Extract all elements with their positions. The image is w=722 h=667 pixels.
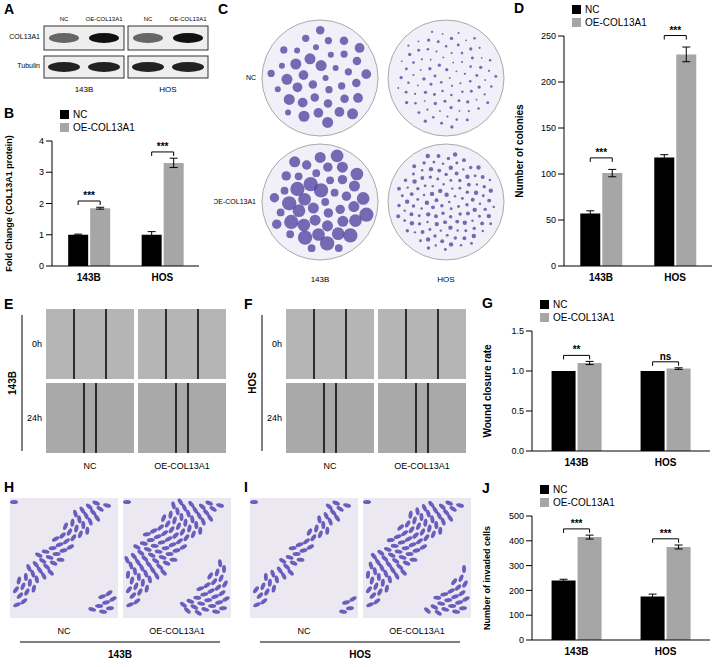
svg-text:100: 100 — [541, 169, 556, 179]
svg-text:300: 300 — [509, 561, 524, 571]
svg-text:143B: 143B — [565, 646, 589, 657]
svg-text:COL13A1: COL13A1 — [9, 33, 40, 40]
svg-text:NC: NC — [246, 74, 256, 81]
svg-text:24h: 24h — [267, 413, 282, 423]
svg-text:4: 4 — [39, 136, 44, 146]
svg-text:250: 250 — [541, 31, 556, 41]
svg-text:***: *** — [571, 518, 583, 529]
svg-text:NC: NC — [324, 461, 337, 471]
svg-text:100: 100 — [509, 610, 524, 620]
svg-text:1.0: 1.0 — [511, 366, 524, 376]
svg-text:OE-COL13A1: OE-COL13A1 — [389, 626, 445, 636]
html-text:OE-COL13A1: OE-COL13A1 — [553, 497, 615, 508]
svg-text:I: I — [244, 479, 248, 495]
html-text:J: J — [482, 480, 490, 496]
svg-text:HOS: HOS — [349, 649, 371, 660]
svg-text:HOS: HOS — [437, 275, 454, 284]
svg-text:H: H — [4, 479, 14, 495]
svg-text:ns: ns — [660, 351, 672, 362]
svg-text:143B: 143B — [7, 371, 18, 395]
svg-text:OE-COL13A1: OE-COL13A1 — [85, 16, 123, 22]
svg-text:0: 0 — [519, 635, 524, 645]
svg-text:OE-COL13A1: OE-COL13A1 — [214, 198, 256, 205]
svg-text:HOS: HOS — [664, 272, 686, 283]
html-text:NC: NC — [553, 299, 568, 310]
svg-text:200: 200 — [541, 77, 556, 87]
svg-text:1.5: 1.5 — [511, 326, 524, 336]
html-text:B: B — [4, 105, 15, 121]
svg-text:F: F — [244, 296, 253, 312]
svg-text:50: 50 — [546, 215, 556, 225]
html-text:NC: NC — [553, 484, 568, 495]
html-text:OE-COL13A1: OE-COL13A1 — [73, 122, 135, 133]
svg-text:A: A — [4, 1, 14, 17]
html-text:D: D — [514, 0, 525, 16]
svg-text:HOS: HOS — [159, 85, 176, 94]
svg-text:C: C — [218, 1, 228, 17]
svg-text:200: 200 — [509, 586, 524, 596]
html-text:NC: NC — [73, 109, 88, 120]
svg-text:NC: NC — [58, 626, 71, 636]
svg-text:Number of invaded cells: Number of invaded cells — [482, 526, 492, 630]
html-text:OE-COL13A1: OE-COL13A1 — [553, 312, 615, 323]
svg-text:0.5: 0.5 — [511, 406, 524, 416]
svg-text:HOS: HOS — [247, 372, 258, 394]
svg-text:400: 400 — [509, 536, 524, 546]
svg-text:***: *** — [669, 25, 681, 36]
svg-text:Number of colonies: Number of colonies — [514, 104, 525, 198]
svg-text:NC: NC — [298, 626, 311, 636]
svg-text:143B: 143B — [589, 272, 613, 283]
svg-text:0: 0 — [39, 261, 44, 271]
svg-text:HOS: HOS — [151, 272, 173, 283]
html-text:G: G — [482, 295, 493, 311]
svg-text:143B: 143B — [77, 272, 101, 283]
svg-text:24h: 24h — [27, 413, 42, 423]
svg-text:2: 2 — [39, 199, 44, 209]
svg-text:143B: 143B — [565, 457, 589, 468]
svg-text:HOS: HOS — [655, 646, 677, 657]
svg-text:1: 1 — [39, 230, 44, 240]
svg-text:OE-COL13A1: OE-COL13A1 — [394, 461, 450, 471]
svg-text:0.0: 0.0 — [511, 446, 524, 456]
svg-text:3: 3 — [39, 167, 44, 177]
svg-text:OE-COL13A1: OE-COL13A1 — [169, 16, 207, 22]
svg-text:OE-COL13A1: OE-COL13A1 — [149, 626, 205, 636]
html-text:NC: NC — [585, 4, 600, 15]
svg-text:Fold Change (COL13A1 protein): Fold Change (COL13A1 protein) — [4, 135, 14, 272]
svg-text:0h: 0h — [272, 339, 282, 349]
svg-text:***: *** — [157, 141, 169, 152]
svg-text:0: 0 — [551, 261, 556, 271]
svg-text:143B: 143B — [75, 85, 94, 94]
svg-text:***: *** — [595, 147, 607, 158]
svg-text:***: *** — [83, 190, 95, 201]
svg-text:**: ** — [573, 344, 581, 355]
svg-text:E: E — [4, 296, 13, 312]
svg-text:143B: 143B — [311, 275, 330, 284]
html-text:OE-COL13A1: OE-COL13A1 — [585, 17, 647, 28]
svg-text:500: 500 — [509, 511, 524, 521]
svg-text:***: *** — [660, 528, 672, 539]
svg-text:NC: NC — [84, 461, 97, 471]
svg-text:143B: 143B — [108, 649, 132, 660]
svg-text:0h: 0h — [32, 339, 42, 349]
svg-text:OE-COL13A1: OE-COL13A1 — [154, 461, 210, 471]
svg-text:Wound closure rate: Wound closure rate — [482, 344, 493, 438]
svg-text:HOS: HOS — [655, 457, 677, 468]
svg-text:150: 150 — [541, 123, 556, 133]
svg-text:Tubulin: Tubulin — [17, 62, 40, 69]
svg-text:NC: NC — [144, 16, 153, 22]
svg-text:NC: NC — [60, 16, 69, 22]
